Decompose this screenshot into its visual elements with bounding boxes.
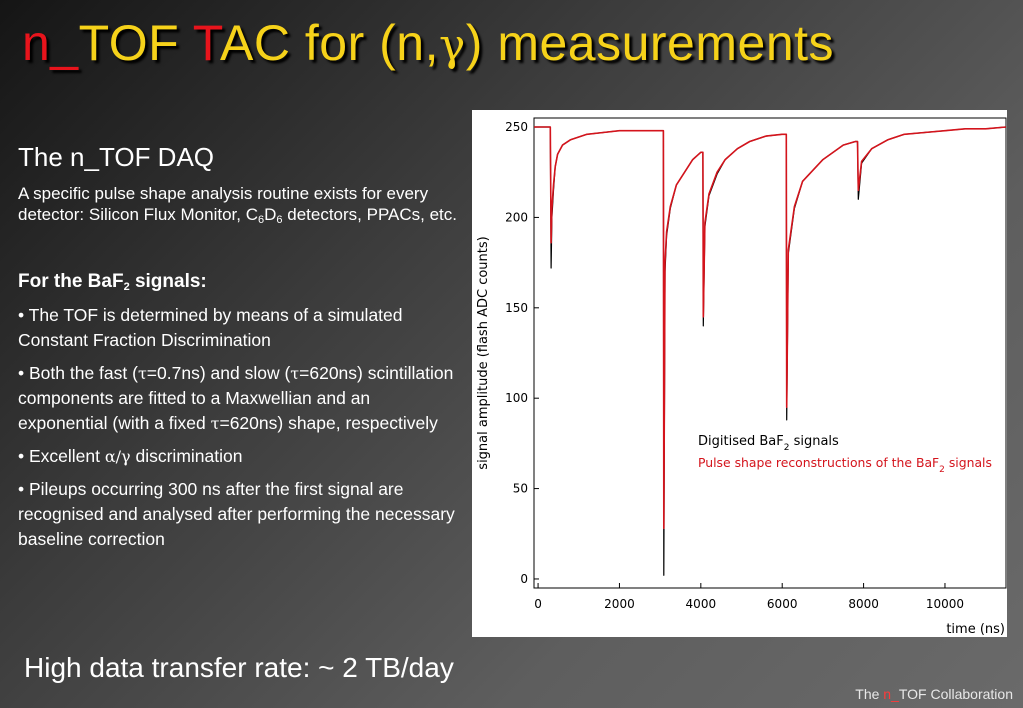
footer-pre: The bbox=[855, 686, 884, 702]
y-tick-label: 0 bbox=[520, 572, 528, 586]
title-part-t: T bbox=[192, 15, 221, 71]
transfer-rate-text: High data transfer rate: ~ 2 TB/day bbox=[24, 652, 454, 683]
baf-heading-pre: For the BaF bbox=[18, 271, 124, 292]
legend-entry-digitised-pre: Digitised BaF bbox=[698, 434, 784, 449]
y-tick-label: 200 bbox=[505, 210, 528, 224]
bullet-components-a: • Both the fast ( bbox=[18, 363, 138, 383]
title-part-ac: AC for (n, bbox=[220, 15, 439, 71]
bullet-discrimination-b: discrimination bbox=[130, 446, 243, 466]
bullet-components-c: =620ns) scintillation components are fit… bbox=[18, 363, 454, 433]
y-tick-label: 250 bbox=[505, 120, 528, 134]
title-part-n: n_ bbox=[22, 15, 79, 71]
x-tick-label: 8000 bbox=[848, 597, 879, 611]
baf-heading: For the BaF2 signals: bbox=[18, 271, 458, 293]
y-axis-ticks: 0 50 100 150 200 250 bbox=[505, 120, 539, 586]
alpha-gamma-symbol: α/γ bbox=[104, 447, 131, 466]
intro-sub-2: 6 bbox=[276, 214, 283, 226]
x-axis-label: time (ns) bbox=[946, 622, 1005, 637]
intro-text-pre: A specific pulse shape analysis routine … bbox=[18, 184, 429, 224]
legend-entry-reconstruction-sub: 2 bbox=[939, 465, 945, 475]
intro-text-post: detectors, PPACs, etc. bbox=[282, 205, 457, 224]
pulse-reconstruction-line bbox=[534, 126, 1007, 530]
bullet-pileups: • Pileups occurring 300 ns after the fir… bbox=[18, 479, 455, 549]
slide-title: n_TOF TAC for (n,γ) measurements bbox=[22, 14, 834, 72]
legend-entry-reconstruction-post: signals bbox=[945, 455, 992, 470]
intro-text-mid: D bbox=[264, 205, 277, 224]
digitised-signal-line bbox=[534, 126, 1007, 576]
signal-chart: 0 50 100 150 200 250 0 2000 4000 6000 8000 10000 s… bbox=[472, 110, 1007, 637]
intro-paragraph: A specific pulse shape analysis routine … bbox=[18, 183, 458, 226]
bullet-tof: • The TOF is determined by means of a si… bbox=[18, 305, 403, 350]
baf-heading-post: signals: bbox=[129, 271, 207, 292]
intro-sub-1: 6 bbox=[257, 214, 265, 226]
series-layer bbox=[534, 126, 1007, 576]
title-part-measurements: ) measurements bbox=[465, 15, 835, 71]
title-part-tof: TOF bbox=[78, 15, 193, 71]
x-tick-label: 0 bbox=[534, 597, 542, 611]
baf-heading-sub: 2 bbox=[123, 281, 130, 293]
x-tick-label: 6000 bbox=[767, 597, 798, 611]
footer-red: n_ bbox=[883, 686, 899, 702]
footer-post: TOF Collaboration bbox=[898, 686, 1013, 702]
legend-entry-digitised-sub: 2 bbox=[784, 443, 790, 453]
daq-subheading: The n_TOF DAQ bbox=[18, 142, 215, 172]
bullet-components: • Both the fast (τ=0.7ns) and slow (τ=62… bbox=[18, 361, 458, 436]
tau-symbol-1: τ bbox=[137, 364, 147, 383]
legend-entry-digitised: Digitised BaF2 signals bbox=[698, 434, 839, 453]
bullet-discrimination: • Excellent α/γ discrimination bbox=[18, 444, 458, 469]
y-tick-label: 100 bbox=[505, 391, 528, 405]
signal-chart-svg: 0 50 100 150 200 250 0 2000 4000 6000 8000 10000 s… bbox=[476, 117, 1007, 637]
bullet-components-d: =620ns) shape, respectively bbox=[219, 413, 438, 433]
legend-entry-reconstruction: Pulse shape reconstructions of the BaF2 … bbox=[698, 455, 992, 475]
plot-frame bbox=[533, 117, 1007, 589]
title-gamma-symbol: γ bbox=[438, 20, 466, 71]
left-text-panel: The n_TOF DAQ A specific pulse shape ana… bbox=[18, 142, 458, 560]
y-axis-label: signal amplitude (flash ADC counts) bbox=[476, 236, 491, 469]
tau-symbol-2: τ bbox=[290, 364, 300, 383]
x-tick-label: 4000 bbox=[686, 597, 717, 611]
y-tick-label: 150 bbox=[505, 301, 528, 315]
footer-credit: The n_TOF Collaboration bbox=[855, 686, 1013, 702]
y-tick-label: 50 bbox=[513, 482, 528, 496]
bullet-discrimination-a: • Excellent bbox=[18, 446, 105, 466]
tau-symbol-3: τ bbox=[210, 414, 220, 433]
x-axis-ticks: 0 2000 4000 6000 8000 10000 bbox=[534, 583, 964, 611]
legend-entry-digitised-post: signals bbox=[789, 434, 839, 449]
bullet-components-b: =0.7ns) and slow ( bbox=[146, 363, 291, 383]
x-tick-label: 10000 bbox=[926, 597, 964, 611]
x-tick-label: 2000 bbox=[604, 597, 635, 611]
legend-entry-reconstruction-pre: Pulse shape reconstructions of the BaF bbox=[698, 455, 939, 470]
